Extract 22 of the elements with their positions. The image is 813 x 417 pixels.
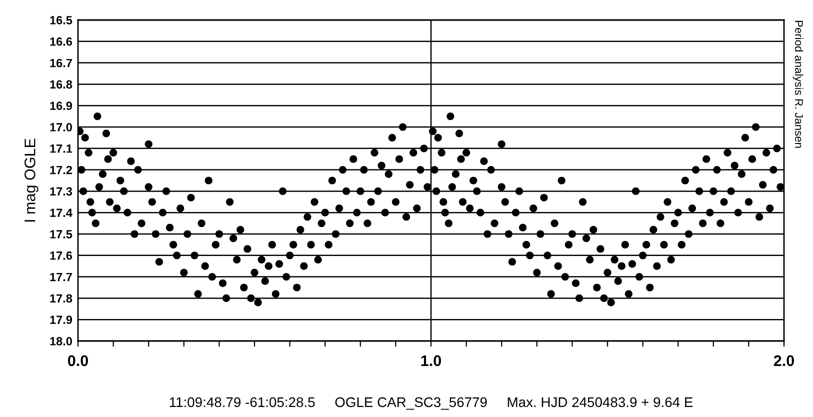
y-tick-label: 17.7: [50, 272, 72, 282]
y-tick-label: 16.8: [50, 80, 72, 89]
y-tick-label: 17.8: [50, 294, 72, 303]
x-tick-label: 0.0: [68, 355, 88, 366]
y-tick-label: 17.2: [50, 166, 72, 174]
y-tick-label: 16.5: [50, 16, 72, 24]
text: Period analysis R. Jansen: [792, 20, 804, 148]
y-tick-label: 17.0: [50, 123, 72, 132]
y-tick-label: 16.6: [50, 37, 72, 46]
y-tick-label: 17.9: [50, 316, 72, 324]
y-tick-label: 17.5: [50, 230, 72, 238]
x-axis-title: 11:09:48.79 -61:05:28.5 OGLE CAR_SC3_56779 Max. HJD 2450483.9 + 9.64 E: [170, 397, 693, 410]
x-tick-label: 1.0: [421, 355, 441, 366]
x-tick-label: 2.0: [774, 355, 794, 366]
y-tick-label: 16.9: [50, 102, 72, 110]
y-tick-label: 18.0: [50, 337, 72, 346]
y-tick-label: 17.1: [50, 144, 72, 153]
y-tick-label: 17.4: [50, 208, 72, 217]
y-axis-title: I mag OGLE: [24, 138, 38, 222]
y-tick-label: 16.7: [50, 58, 72, 68]
y-tick-label: 17.6: [50, 251, 72, 260]
y-tick-label: 17.3: [50, 187, 72, 196]
